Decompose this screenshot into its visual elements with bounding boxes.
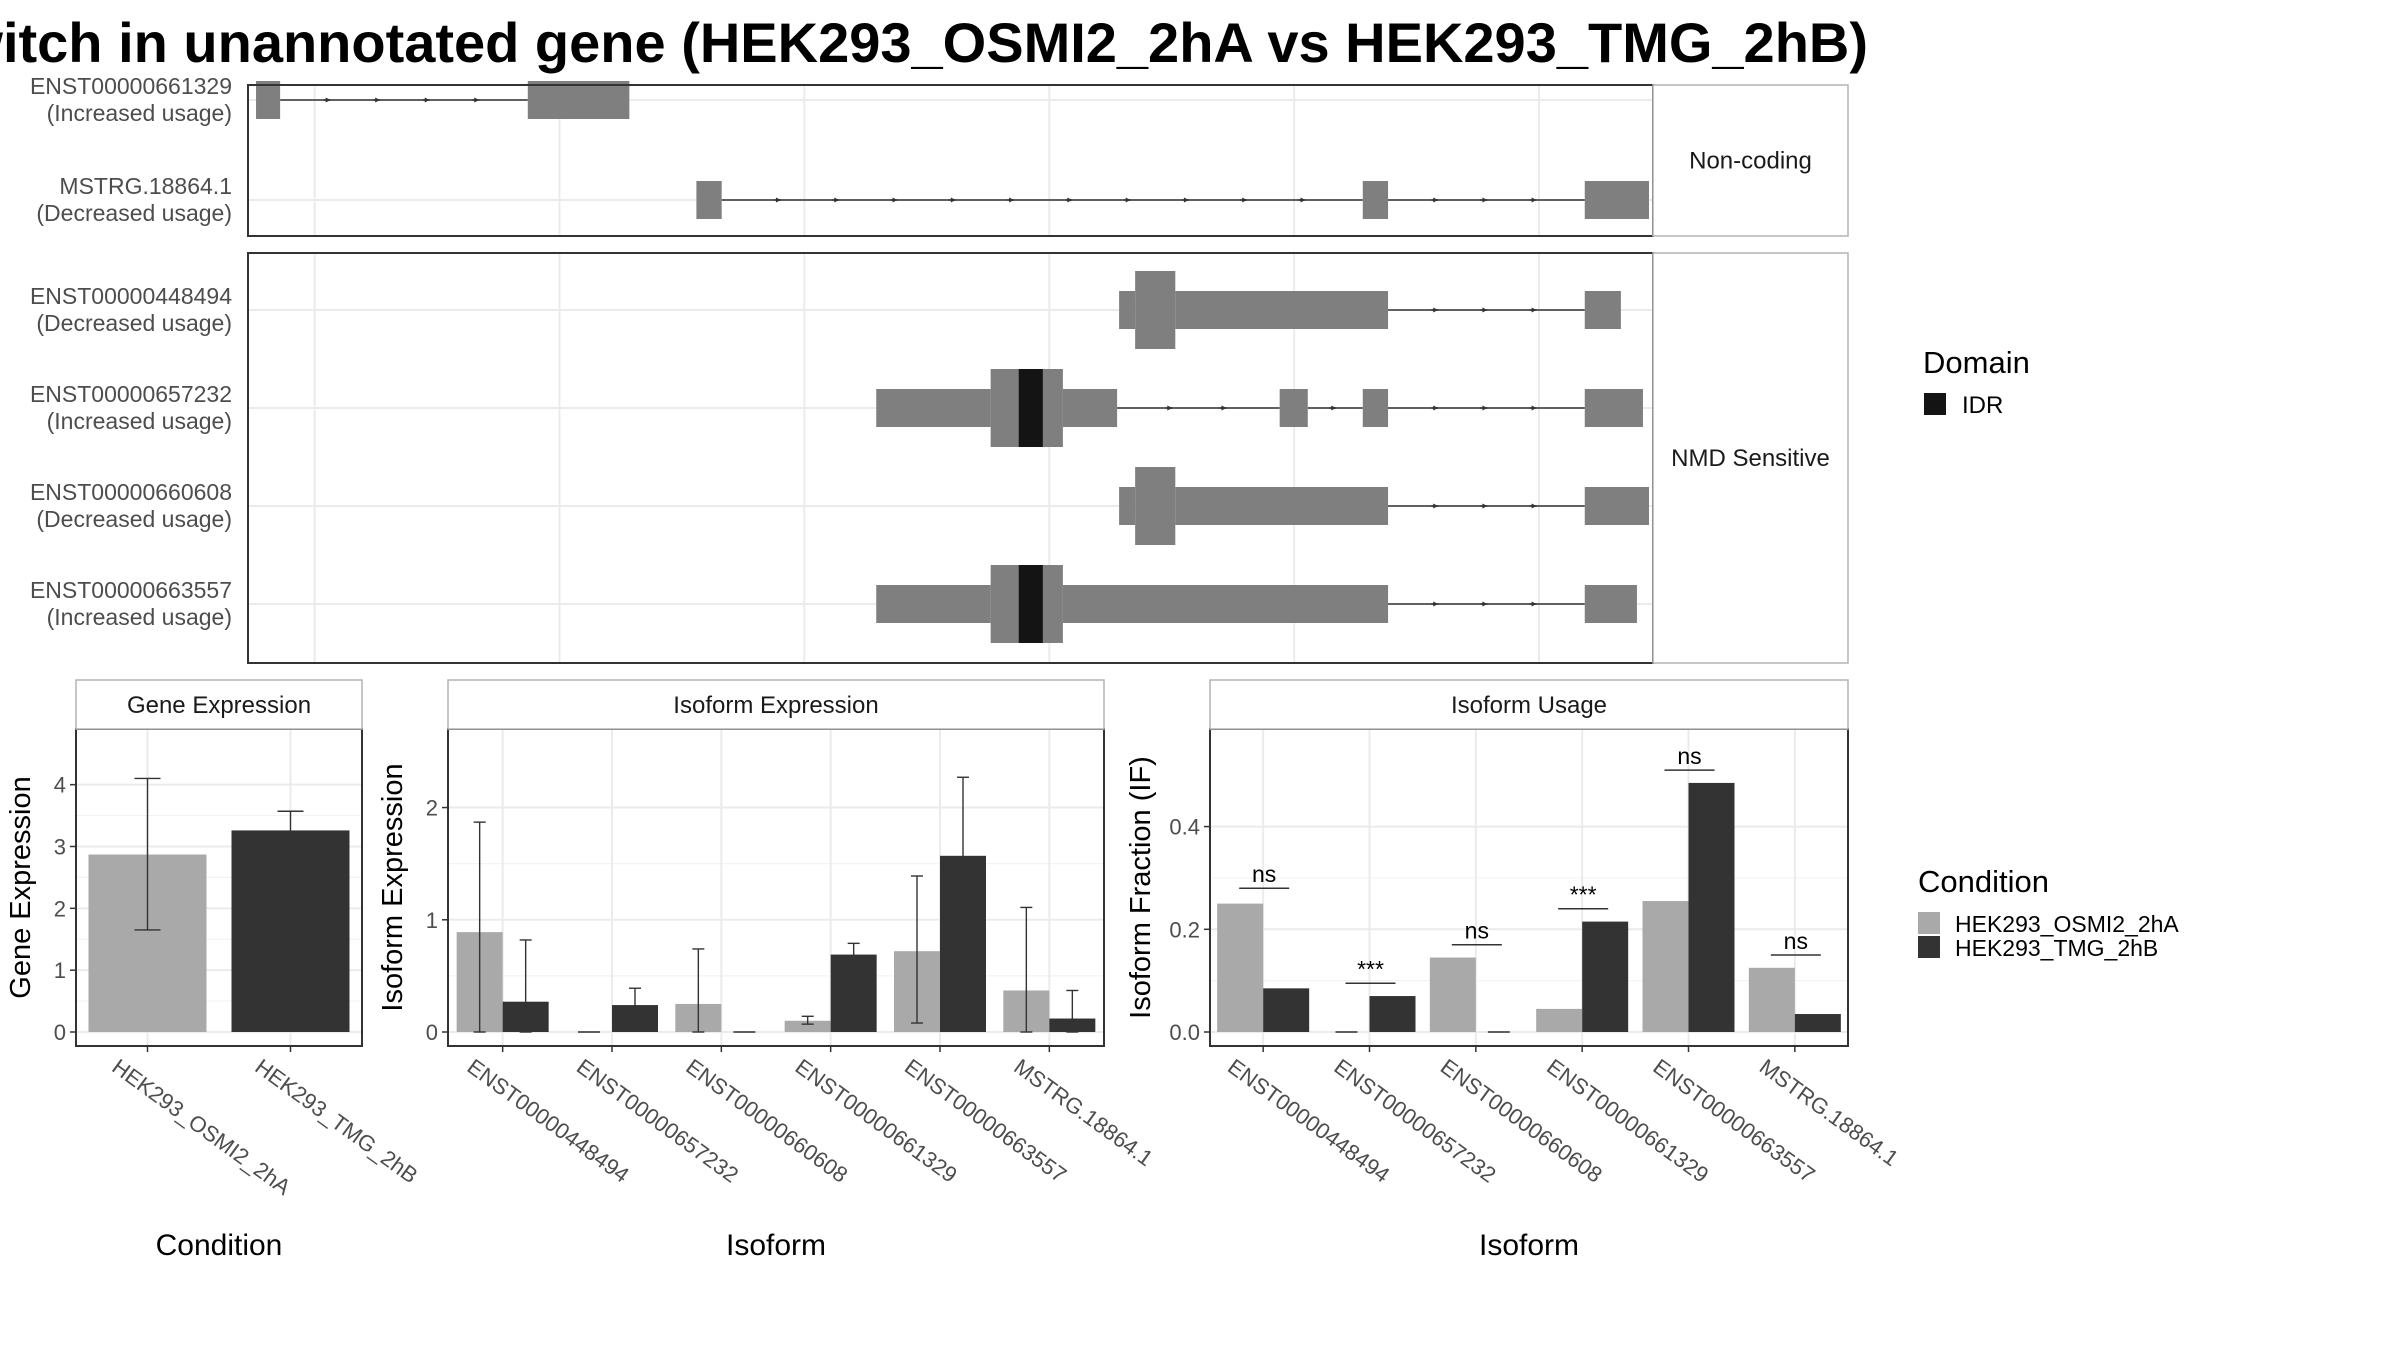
facet-strip-label: NMD Sensitive — [1671, 445, 1830, 472]
condition-legend-key — [1918, 912, 1940, 934]
y-tick-label: 0.0 — [1169, 1020, 1200, 1045]
exon-block — [1175, 291, 1389, 329]
y-tick-label: 1 — [426, 908, 438, 933]
exon-block — [696, 181, 722, 219]
condition-legend-key — [1918, 936, 1940, 958]
figure-title: Isoform switch in unannotated gene (HEK2… — [0, 8, 1868, 78]
isoform-id-label: ENST00000448494 — [30, 283, 232, 309]
isoform-id-label: MSTRG.18864.1 — [59, 173, 232, 199]
exon-block — [1062, 585, 1389, 623]
exon-block — [1584, 585, 1637, 623]
bar — [1794, 1014, 1841, 1032]
isoform-usage-label: (Increased usage) — [47, 100, 232, 126]
exon-block — [1135, 467, 1176, 545]
isoform-id-label: ENST00000660608 — [30, 479, 232, 505]
y-axis-label: Isoform Fraction (IF) — [1125, 756, 1157, 1019]
bar-panel-title: Gene Expression — [127, 692, 311, 719]
isoform-usage-label: (Decreased usage) — [36, 310, 232, 336]
exon-block — [256, 81, 281, 119]
exon-block — [1584, 181, 1649, 219]
bar — [1582, 921, 1629, 1032]
significance-label: ns — [1465, 918, 1489, 944]
exon-block — [1279, 389, 1308, 427]
exon-block — [1119, 487, 1136, 525]
bar-panel-strip — [75, 679, 363, 730]
domain-legend-label: IDR — [1962, 392, 2003, 419]
y-tick-label: 2 — [54, 896, 66, 921]
facet-strip — [1652, 252, 1849, 664]
condition-legend-title: Condition — [1918, 864, 2049, 899]
exon-block — [876, 389, 991, 427]
isoform-id-label: ENST00000657232 — [30, 381, 232, 407]
exon-block — [1584, 291, 1621, 329]
y-tick-label: 1 — [54, 958, 66, 983]
isoform-id-label: ENST00000661329 — [30, 73, 232, 99]
bar — [830, 954, 877, 1032]
structure-panel-bg — [248, 85, 1653, 236]
exon-block — [876, 585, 991, 623]
exon-block — [1362, 389, 1389, 427]
idr-domain-block — [1018, 565, 1043, 643]
y-tick-label: 0 — [54, 1020, 66, 1045]
exon-block — [1135, 271, 1176, 349]
y-tick-label: 4 — [54, 773, 66, 798]
exon-block — [527, 81, 630, 119]
isoform-usage-label: (Decreased usage) — [36, 200, 232, 226]
significance-label: *** — [1357, 956, 1384, 982]
figure-title-text: Isoform switch in unannotated gene (HEK2… — [0, 11, 1868, 74]
bar-panel-strip — [1209, 679, 1849, 730]
bar — [1263, 988, 1310, 1032]
bar — [1642, 901, 1689, 1032]
bar-panel-bg — [448, 729, 1104, 1046]
facet-strip — [1652, 84, 1849, 237]
bar — [231, 830, 350, 1032]
x-axis-label: Isoform — [726, 1229, 826, 1262]
domain-legend-title: Domain — [1923, 345, 2030, 380]
bar — [1748, 967, 1795, 1032]
exon-block — [1062, 389, 1118, 427]
x-axis-label: Isoform — [1479, 1229, 1579, 1262]
bar — [1536, 1008, 1583, 1032]
isoform-usage-label: (Increased usage) — [47, 408, 232, 434]
bar-panel-bg — [1210, 729, 1848, 1046]
y-tick-label: 0.4 — [1169, 815, 1200, 840]
y-axis-label: Isoform Expression — [377, 763, 409, 1011]
bar — [1429, 957, 1476, 1032]
exon-block — [1584, 389, 1643, 427]
bar — [1217, 903, 1264, 1032]
y-tick-label: 0 — [426, 1020, 438, 1045]
y-tick-label: 2 — [426, 796, 438, 821]
bar — [1369, 996, 1416, 1032]
isoform-usage-label: (Increased usage) — [47, 604, 232, 630]
idr-domain-block — [1018, 369, 1043, 447]
significance-label: *** — [1570, 882, 1597, 908]
x-axis-label: Condition — [156, 1229, 283, 1262]
exon-block — [1119, 291, 1136, 329]
condition-legend-label: HEK293_OSMI2_2hA — [1955, 911, 2179, 937]
y-tick-label: 0.2 — [1169, 917, 1200, 942]
bar-panel-strip — [447, 679, 1105, 730]
exon-block — [1175, 487, 1389, 525]
isoform-id-label: ENST00000663557 — [30, 577, 232, 603]
facet-strip-label: Non-coding — [1689, 148, 1812, 175]
y-tick-label: 3 — [54, 834, 66, 859]
bar — [784, 1020, 831, 1032]
significance-label: ns — [1784, 928, 1808, 954]
y-axis-label: Gene Expression — [5, 776, 37, 998]
bar — [1688, 782, 1735, 1032]
domain-legend-key — [1924, 393, 1946, 415]
exon-block — [1362, 181, 1389, 219]
significance-label: ns — [1252, 861, 1276, 887]
exon-block — [1584, 487, 1649, 525]
bar-panel-title: Isoform Expression — [673, 692, 878, 719]
condition-legend-label: HEK293_TMG_2hB — [1955, 935, 2158, 961]
significance-label: ns — [1677, 743, 1701, 769]
isoform-usage-label: (Decreased usage) — [36, 506, 232, 532]
bar-panel-title: Isoform Usage — [1451, 692, 1607, 719]
